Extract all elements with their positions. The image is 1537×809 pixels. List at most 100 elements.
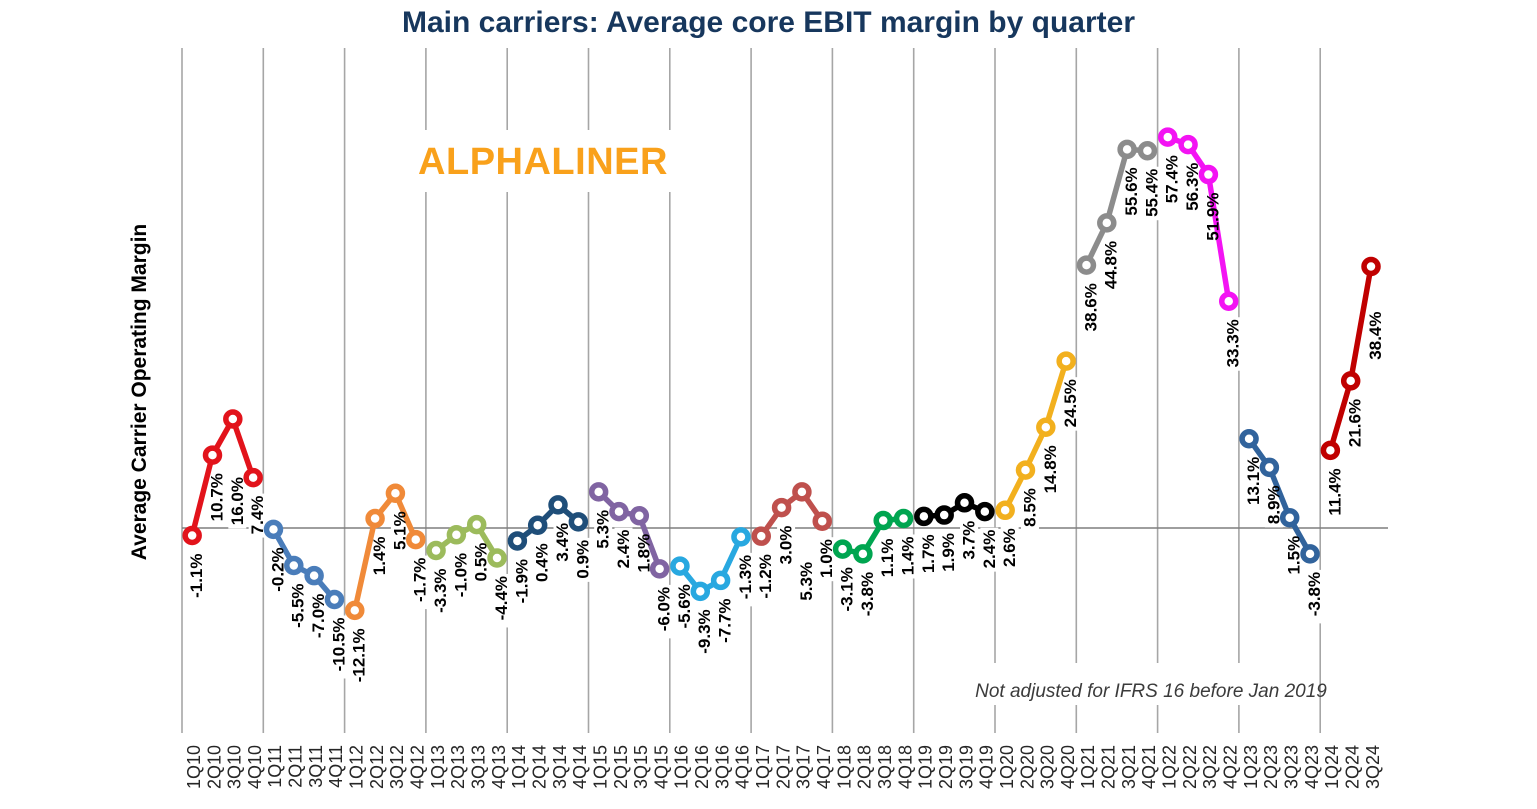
data-label-2Q20: 8.5%: [1020, 488, 1039, 527]
data-point-4Q11: [324, 589, 345, 610]
x-tick-1Q13: 1Q13: [428, 745, 448, 789]
data-label-3Q16: -7.7%: [716, 598, 735, 642]
series-line-2019: [921, 500, 988, 520]
data-point-2Q13: [446, 525, 467, 545]
x-tick-3Q14: 3Q14: [550, 745, 570, 789]
series-line-2012: [352, 490, 419, 614]
x-tick-1Q11: 1Q11: [265, 745, 285, 788]
data-label-bg: [817, 537, 836, 582]
data-point-2Q20: [1015, 460, 1036, 480]
x-tick-3Q13: 3Q13: [468, 745, 488, 789]
x-axis-tick-labels: 1Q10 2Q10 3Q10 4Q10 1Q11 2Q11 3Q11 4Q11 1Q12 2Q12…: [184, 745, 1383, 789]
data-point-4Q10: [243, 467, 263, 488]
data-label-3Q12: 5.1%: [390, 511, 409, 550]
data-label-bg: [289, 581, 308, 635]
data-label-bg: [573, 537, 592, 582]
data-point-3Q10: [223, 409, 243, 429]
data-label-bg: [1041, 443, 1060, 497]
data-label-4Q21: 55.4%: [1142, 169, 1161, 217]
data-point-3Q19: [954, 493, 975, 513]
data-point-3Q13: [466, 514, 487, 535]
data-label-bg: [1102, 238, 1121, 293]
x-tick-2Q16: 2Q16: [692, 745, 712, 789]
data-label-4Q14: 0.9%: [573, 540, 592, 579]
data-label-2Q12: 1.4%: [370, 536, 389, 575]
series-line-2014: [514, 502, 582, 544]
series-line-2023: [1246, 436, 1313, 557]
data-label-3Q19: 3.7%: [959, 521, 978, 560]
x-tick-1Q22: 1Q22: [1160, 745, 1180, 789]
data-label-1Q19: 1.7%: [919, 534, 938, 573]
data-label-3Q20: 14.8%: [1041, 445, 1060, 493]
watermark-background: [396, 130, 690, 192]
data-label-bg: [1142, 166, 1161, 221]
data-point-1Q23: [1239, 429, 1259, 449]
data-label-bg: [655, 584, 674, 639]
data-label-bg: [350, 626, 369, 690]
data-label-bg: [756, 552, 775, 606]
data-label-4Q17: 1.0%: [817, 539, 836, 578]
data-label-bg: [1163, 153, 1182, 207]
x-tick-2Q22: 2Q22: [1180, 745, 1200, 789]
x-tick-1Q23: 1Q23: [1241, 745, 1261, 789]
data-label-bg: [1305, 569, 1324, 624]
data-label-bg: [553, 520, 572, 565]
data-point-3Q14: [548, 495, 568, 515]
data-label-1Q12: -12.1%: [350, 628, 369, 682]
data-label-bg: [716, 596, 735, 650]
x-tick-1Q12: 1Q12: [347, 745, 367, 789]
x-tick-2Q18: 2Q18: [855, 745, 875, 789]
data-label-4Q18: 1.4%: [898, 536, 917, 575]
x-tick-4Q17: 4Q17: [814, 745, 834, 789]
x-tick-1Q21: 1Q21: [1078, 745, 1098, 789]
data-label-bg: [207, 471, 226, 525]
data-point-2Q23: [1259, 457, 1280, 478]
x-tick-2Q17: 2Q17: [773, 745, 793, 789]
data-point-3Q11: [304, 565, 324, 586]
x-tick-3Q17: 3Q17: [794, 745, 814, 789]
y-axis-title: Average Carrier Operating Margin: [128, 224, 151, 561]
data-point-3Q20: [1036, 417, 1056, 437]
x-tick-1Q16: 1Q16: [672, 745, 692, 789]
data-point-3Q12: [385, 483, 406, 504]
data-point-4Q13: [487, 548, 507, 568]
data-label-bg: [187, 551, 206, 605]
x-tick-1Q18: 1Q18: [834, 745, 854, 789]
data-label-2Q24: 21.6%: [1346, 399, 1365, 447]
data-label-bg: [492, 573, 511, 628]
x-tick-4Q11: 4Q11: [326, 745, 346, 788]
data-label-2Q17: 3.0%: [777, 526, 796, 565]
data-label-bg: [1122, 165, 1141, 219]
data-label-2Q21: 44.8%: [1102, 241, 1121, 289]
x-tick-4Q14: 4Q14: [570, 745, 590, 789]
series-line-2010: [189, 416, 256, 539]
data-point-3Q16: [710, 570, 731, 591]
x-tick-3Q22: 3Q22: [1200, 745, 1220, 789]
data-label-1Q20: 2.6%: [1000, 528, 1019, 567]
x-tick-4Q23: 4Q23: [1302, 745, 1322, 789]
data-label-4Q10: 7.4%: [248, 496, 267, 535]
data-point-1Q10: [182, 525, 202, 546]
data-label-bg: [919, 532, 938, 577]
data-point-2Q12: [365, 508, 385, 529]
data-point-2Q10: [202, 445, 223, 465]
data-label-3Q23: 1.5%: [1285, 536, 1304, 575]
data-point-1Q16: [670, 556, 690, 576]
data-label-bg: [329, 615, 348, 679]
data-label-2Q13: -1.0%: [451, 553, 470, 597]
data-label-bg: [675, 582, 694, 636]
data-label-4Q19: 2.4%: [980, 530, 999, 569]
data-point-3Q24: [1361, 256, 1381, 277]
data-point-1Q11: [263, 519, 284, 540]
data-label-2Q19: 1.9%: [939, 533, 958, 572]
data-label-bg: [472, 540, 491, 585]
x-tick-4Q18: 4Q18: [895, 745, 915, 789]
data-point-2Q11: [284, 555, 304, 576]
data-point-3Q15: [629, 505, 650, 526]
data-point-1Q18: [832, 539, 853, 559]
data-point-2Q16: [690, 581, 711, 602]
x-tick-3Q23: 3Q23: [1281, 745, 1301, 789]
x-tick-4Q15: 4Q15: [651, 745, 671, 789]
data-label-3Q24: 38.4%: [1366, 311, 1385, 359]
data-label-bg: [614, 527, 633, 572]
